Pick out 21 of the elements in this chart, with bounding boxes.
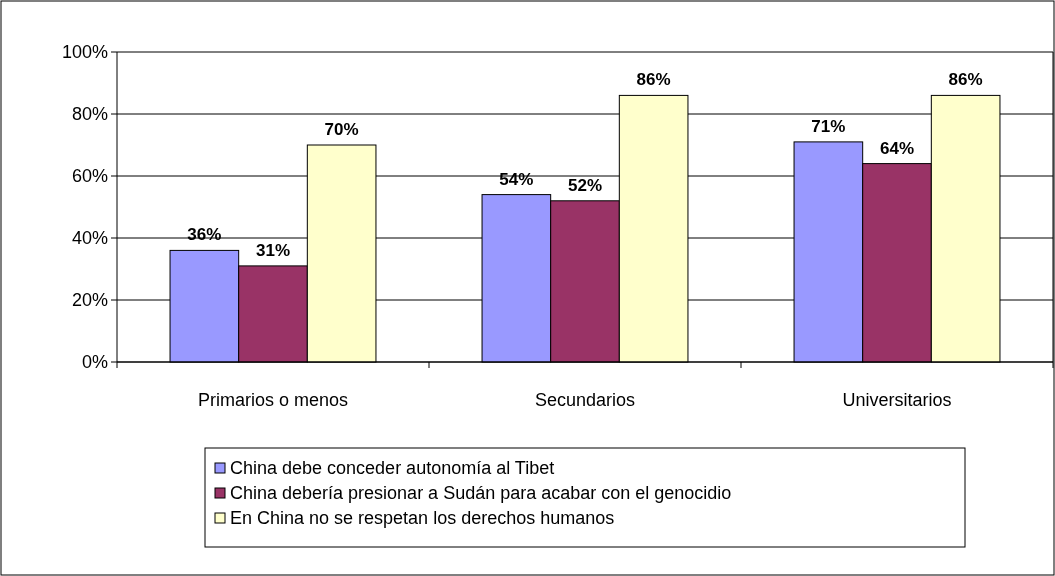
data-label: 71% — [811, 116, 846, 136]
data-label: 52% — [567, 175, 603, 195]
x-tick-label: Primarios o menos — [197, 390, 349, 410]
data-label: 54% — [499, 169, 534, 189]
x-tick-label: Universitarios — [842, 390, 952, 410]
legend-label: En China no se respetan los derechos humanos — [230, 508, 615, 529]
data-label: 31% — [255, 240, 291, 260]
y-tick-label: 40% — [71, 228, 108, 249]
y-tick-label: 60% — [71, 166, 108, 187]
y-tick-label: 100% — [61, 42, 108, 63]
x-tick-label: Secundarios — [534, 390, 636, 410]
data-label: 36% — [187, 225, 222, 245]
y-tick-label: 20% — [71, 290, 108, 311]
data-label: 70% — [324, 120, 359, 139]
y-tick-label: 0% — [81, 352, 108, 373]
legend-label: China debería presionar a Sudán para acabar con el genocidio — [230, 483, 732, 504]
legend-label: China debe conceder autonomía al Tibet — [230, 458, 555, 479]
data-label: 86% — [636, 70, 671, 90]
data-label: 86% — [948, 70, 983, 90]
y-tick-label: 80% — [71, 104, 108, 125]
data-label: 64% — [879, 138, 915, 158]
